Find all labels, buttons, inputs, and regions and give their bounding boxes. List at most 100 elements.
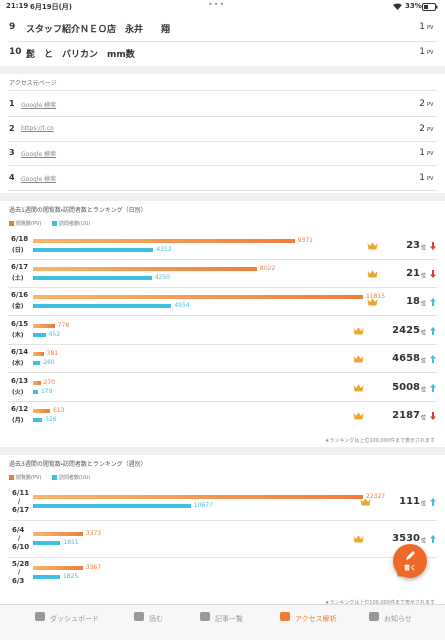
divider: [8, 287, 437, 288]
pencil-icon: [406, 551, 415, 560]
legend-swatch: [9, 475, 14, 480]
week-start: 5/28: [12, 560, 30, 568]
rank-number: 2: [9, 124, 15, 133]
rank-unit: 位: [421, 301, 427, 307]
nav-tab[interactable]: ダッシュボード: [50, 615, 99, 623]
uu-value: 4954: [174, 302, 190, 309]
rank-number: 9: [9, 22, 16, 32]
day-date: 6/18: [11, 235, 29, 243]
legend-swatch: [52, 475, 57, 480]
pv-value: 8022: [260, 265, 276, 272]
battery-icon: [422, 3, 438, 11]
section-title: アクセス元ページ: [9, 80, 57, 87]
referrer-link[interactable]: Google 検索: [21, 151, 57, 158]
day-weekday: (水): [12, 360, 24, 367]
rank-value: 21: [406, 268, 420, 279]
uu-value: 326: [45, 416, 57, 423]
day-weekday: (金): [12, 303, 24, 310]
section-gap: [0, 66, 445, 74]
legend-swatch: [9, 221, 14, 226]
pv-bar: [33, 324, 55, 328]
rank-unit: 位: [421, 330, 427, 336]
uu-bar: [33, 276, 152, 280]
trend-arrow: [430, 298, 436, 306]
pv-unit: PV: [427, 102, 434, 108]
trend-arrow: [430, 242, 436, 250]
ranking-note: ★ランキングは上位100,000件まで表示されます: [324, 438, 435, 444]
divider: [8, 401, 437, 402]
nav-tab[interactable]: お知らせ: [384, 615, 412, 623]
divider: [8, 344, 437, 345]
day-weekday: (月): [12, 417, 24, 424]
referrer-link[interactable]: https://t.co: [21, 125, 54, 132]
week-sep: /: [18, 498, 21, 505]
uu-bar: [33, 541, 61, 545]
pv-value: 3373: [85, 530, 102, 537]
day-weekday: (日): [12, 247, 24, 254]
crown-icon: [353, 412, 364, 420]
multitask-dots: •••: [208, 0, 226, 9]
day-date: 6/12: [11, 405, 29, 413]
pv-count: 1: [419, 148, 425, 158]
nav-tab[interactable]: 読む: [149, 615, 163, 623]
section-gap: [0, 193, 445, 201]
pv-bar: [33, 495, 363, 499]
pv-value: 778: [57, 322, 70, 329]
rank-number: 3: [9, 148, 15, 157]
status-battery: 33%: [405, 2, 422, 10]
rank-value: 5008: [392, 382, 420, 393]
day-date: 6/13: [11, 377, 29, 385]
uu-value: 4312: [156, 246, 172, 253]
divider: [8, 259, 437, 260]
referrer-link[interactable]: Google 検索: [21, 176, 57, 183]
crown-icon: [353, 355, 364, 363]
rank-unit: 位: [421, 538, 427, 544]
pv-value: 3367: [85, 564, 102, 571]
nav-bar: [0, 604, 445, 640]
week-end: 6/3: [12, 577, 25, 585]
day-date: 6/17: [11, 263, 29, 271]
day-date: 6/15: [11, 320, 29, 328]
day-date: 6/14: [11, 348, 29, 356]
legend-label: 訪問者数(UU): [59, 475, 91, 481]
referrer-link[interactable]: Google 検索: [21, 102, 57, 109]
uu-bar: [33, 333, 46, 337]
crown-icon: [367, 298, 378, 306]
section-gap: [0, 447, 445, 455]
uu-bar: [33, 575, 60, 579]
divider: [8, 116, 437, 117]
pv-value: 381: [46, 350, 59, 357]
legend-label: 訪問者数(UU): [59, 221, 91, 227]
rank-value: 3530: [392, 533, 420, 544]
trend-arrow: [430, 498, 436, 506]
uu-bar: [33, 390, 38, 394]
article-title: スタッフ紹介ＮＥＯ店 永井 翔: [26, 25, 171, 35]
divider: [8, 190, 437, 191]
nav-tab[interactable]: 記事一覧: [215, 615, 243, 623]
uu-value: 10677: [193, 502, 213, 509]
pv-bar: [33, 239, 295, 243]
pv-unit: PV: [427, 25, 434, 31]
rank-value: 4658: [392, 353, 420, 364]
write-button[interactable]: [393, 544, 427, 578]
trend-arrow: [430, 355, 436, 363]
legend-swatch: [52, 221, 57, 226]
trend-arrow: [430, 270, 436, 278]
pv-value: 270: [43, 379, 55, 386]
nav-icon: [200, 612, 210, 621]
rank-value: 111: [399, 496, 420, 507]
pv-unit: PV: [427, 127, 434, 133]
uu-value: 452: [48, 331, 61, 338]
uu-value: 1851: [63, 539, 79, 546]
pv-bar: [33, 409, 51, 413]
rank-unit: 位: [421, 501, 427, 507]
crown-icon: [367, 242, 378, 250]
pv-bar: [33, 381, 41, 385]
week-end: 6/10: [12, 543, 30, 551]
rank-value: 2187: [392, 410, 420, 421]
divider: [8, 557, 437, 558]
pv-value: 11815: [366, 293, 386, 300]
trend-arrow: [430, 535, 436, 543]
nav-tab[interactable]: アクセス解析: [295, 615, 337, 623]
